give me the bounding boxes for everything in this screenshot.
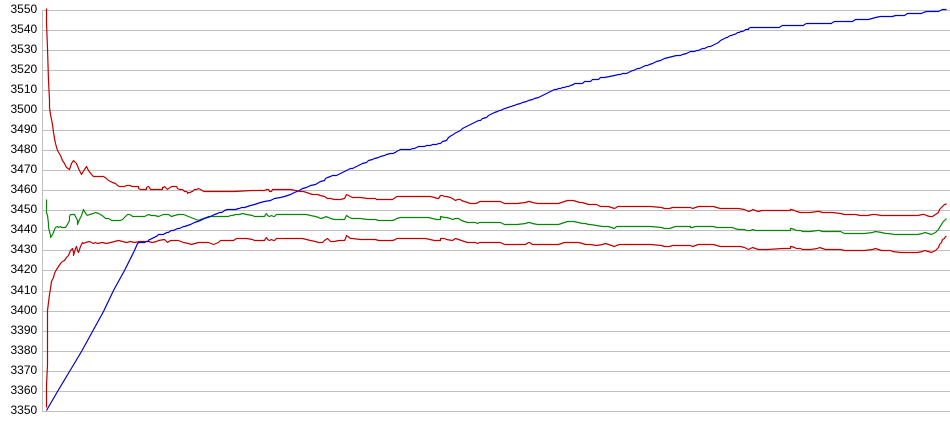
- svg-text:3380: 3380: [10, 343, 37, 357]
- svg-text:3550: 3550: [10, 2, 37, 16]
- svg-text:3390: 3390: [10, 323, 37, 337]
- svg-text:3510: 3510: [10, 82, 37, 96]
- svg-text:3450: 3450: [10, 202, 37, 216]
- svg-text:3350: 3350: [10, 403, 37, 417]
- svg-text:3420: 3420: [10, 262, 37, 276]
- svg-text:3440: 3440: [10, 222, 37, 236]
- svg-text:3490: 3490: [10, 122, 37, 136]
- svg-text:3480: 3480: [10, 142, 37, 156]
- svg-text:3530: 3530: [10, 42, 37, 56]
- svg-text:3370: 3370: [10, 363, 37, 377]
- svg-text:3520: 3520: [10, 62, 37, 76]
- svg-text:3540: 3540: [10, 22, 37, 36]
- svg-text:3460: 3460: [10, 182, 37, 196]
- svg-text:3430: 3430: [10, 242, 37, 256]
- svg-text:3500: 3500: [10, 102, 37, 116]
- svg-text:3360: 3360: [10, 383, 37, 397]
- svg-text:3400: 3400: [10, 303, 37, 317]
- svg-text:3470: 3470: [10, 162, 37, 176]
- svg-text:3410: 3410: [10, 283, 37, 297]
